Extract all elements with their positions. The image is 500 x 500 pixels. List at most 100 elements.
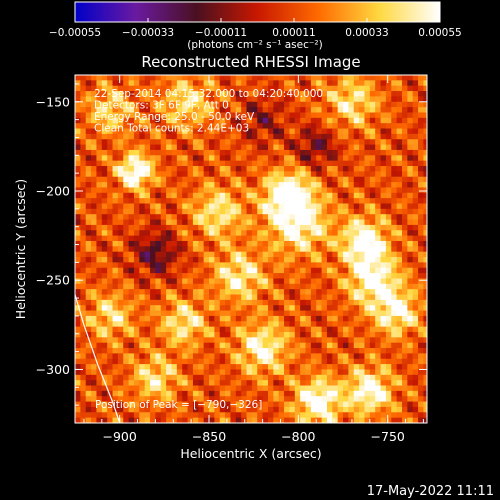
heatmap-cell (160, 219, 167, 226)
heatmap-cell (235, 294, 242, 301)
heatmap-cell (117, 326, 124, 333)
heatmap-cell (85, 208, 92, 215)
heatmap-cell (353, 374, 360, 381)
heatmap-cell (235, 331, 242, 338)
heatmap-cell (91, 358, 97, 365)
heatmap-cell (326, 219, 333, 226)
heatmap-cell (326, 251, 333, 258)
heatmap-cell (144, 176, 151, 183)
heatmap-cell (214, 273, 221, 279)
heatmap-cell (380, 160, 387, 167)
heatmap-cell (209, 326, 215, 333)
x-tick-label: −850 (192, 429, 226, 444)
heatmap-cell (284, 117, 290, 124)
heatmap-cell (273, 230, 280, 237)
heatmap-cell (246, 112, 253, 119)
heatmap-cell (300, 348, 306, 354)
heatmap-cell (278, 273, 285, 279)
heatmap-cell (209, 273, 215, 279)
heatmap-cell (332, 139, 339, 145)
heatmap-cell (166, 107, 172, 113)
heatmap-cell (117, 219, 124, 226)
heatmap-cell (203, 273, 210, 279)
heatmap-cell (80, 358, 87, 365)
heatmap-cell (326, 412, 333, 419)
heatmap-cell (300, 385, 306, 392)
heatmap-cell (144, 267, 151, 274)
heatmap-cell (418, 267, 424, 274)
heatmap-cell (321, 160, 328, 167)
heatmap-cell (364, 273, 371, 279)
heatmap-cell (284, 406, 290, 413)
heatmap-cell (214, 406, 221, 413)
heatmap-cell (257, 294, 264, 301)
heatmap-cell (316, 321, 322, 328)
heatmap-cell (423, 96, 427, 103)
heatmap-cell (198, 390, 205, 397)
heatmap-cell (321, 128, 328, 135)
heatmap-cell (294, 289, 301, 295)
heatmap-cell (332, 331, 339, 338)
heatmap-cell (75, 123, 81, 129)
heatmap-cell (396, 374, 403, 381)
heatmap-cell (305, 203, 312, 210)
heatmap-cell (75, 396, 81, 402)
heatmap-cell (326, 380, 333, 386)
heatmap-cell (128, 321, 135, 328)
heatmap-cell (160, 262, 167, 269)
heatmap-cell (316, 192, 322, 199)
heatmap-cell (262, 294, 269, 301)
heatmap-cell (219, 176, 226, 183)
heatmap-cell (412, 203, 419, 210)
heatmap-cell (139, 374, 146, 381)
heatmap-cell (316, 224, 322, 231)
heatmap-cell (133, 251, 140, 258)
heatmap-cell (305, 85, 312, 92)
heatmap-cell (198, 342, 205, 349)
heatmap-cell (326, 278, 333, 285)
heatmap-cell (139, 385, 146, 392)
heatmap-cell (192, 299, 199, 306)
heatmap-cell (343, 112, 349, 119)
heatmap-cell (332, 214, 339, 220)
heatmap-cell (192, 101, 199, 108)
heatmap-cell (219, 96, 226, 103)
heatmap-cell (209, 401, 215, 408)
heatmap-cell (326, 326, 333, 333)
heatmap-cell (310, 230, 317, 237)
heatmap-cell (107, 208, 113, 215)
heatmap-cell (343, 262, 349, 269)
heatmap-cell (262, 80, 269, 87)
heatmap-cell (117, 144, 124, 151)
heatmap-cell (166, 294, 172, 301)
heatmap-cell (96, 133, 103, 140)
heatmap-cell (332, 85, 339, 92)
heatmap-cell (262, 101, 269, 108)
heatmap-cell (391, 299, 398, 306)
heatmap-cell (321, 305, 328, 311)
heatmap-cell (369, 144, 376, 151)
heatmap-cell (182, 187, 188, 194)
heatmap-cell (75, 128, 81, 135)
heatmap-cell (219, 182, 226, 188)
heatmap-cell (375, 305, 381, 311)
heatmap-cell (101, 401, 108, 408)
heatmap-cell (310, 278, 317, 285)
heatmap-cell (348, 299, 355, 306)
heatmap-cell (246, 283, 253, 290)
heatmap-cell (310, 331, 317, 338)
heatmap-cell (278, 380, 285, 386)
heatmap-cell (364, 406, 371, 413)
heatmap-cell (176, 326, 183, 333)
heatmap-cell (96, 128, 103, 135)
heatmap-cell (187, 251, 194, 258)
heatmap-cell (407, 385, 414, 392)
heatmap-cell (133, 283, 140, 290)
heatmap-cell (391, 219, 398, 226)
heatmap-cell (396, 342, 403, 349)
heatmap-cell (139, 187, 146, 194)
heatmap-cell (112, 117, 119, 124)
heatmap-cell (267, 273, 274, 279)
heatmap-cell (423, 149, 427, 156)
heatmap-cell (423, 219, 427, 226)
